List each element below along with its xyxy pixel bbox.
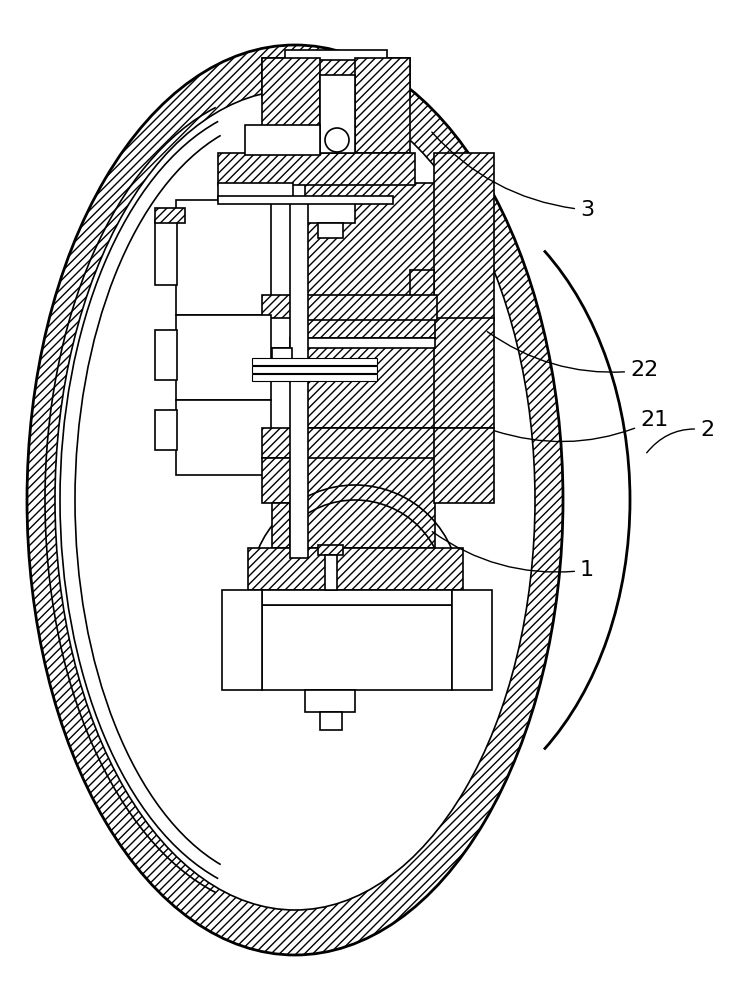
Bar [285,50,387,60]
Text: 2: 2 [647,420,714,453]
Bar [252,358,377,365]
Bar [176,400,271,475]
Bar [305,690,355,712]
Bar [305,203,355,223]
Bar [272,348,292,380]
Bar [155,410,177,450]
Bar [290,318,435,338]
Bar [305,428,435,548]
Bar [262,295,437,320]
Text: 21: 21 [495,410,668,442]
Bar [252,366,377,373]
Bar [262,590,452,605]
Bar [434,318,494,428]
Ellipse shape [55,90,535,910]
Bar [155,330,177,380]
Bar [355,58,410,153]
Bar [262,318,292,348]
Bar [318,545,343,555]
Ellipse shape [27,45,563,955]
Bar [305,183,435,428]
Bar [452,590,492,690]
Bar [155,220,177,285]
Bar [325,555,337,590]
Bar [290,200,308,558]
Text: 22: 22 [487,332,658,380]
Bar [176,315,271,400]
Text: 3: 3 [432,132,594,220]
Bar [218,183,293,201]
Bar [320,75,355,153]
Bar [252,374,377,381]
Bar [218,196,393,204]
Bar [262,605,452,690]
Bar [434,428,494,503]
Bar [155,208,185,223]
Bar [262,58,320,153]
Bar [262,428,437,458]
Bar [176,200,271,315]
Bar [434,153,494,321]
Bar [320,712,342,730]
Bar [272,503,290,548]
Bar [222,590,262,690]
Bar [410,270,434,320]
Bar [218,153,415,185]
Bar [262,58,410,98]
Bar [245,125,320,155]
Bar [262,458,292,503]
Text: 1: 1 [432,532,594,580]
Bar [248,548,463,590]
Circle shape [325,128,349,152]
Bar [290,338,435,348]
Bar [318,223,343,238]
